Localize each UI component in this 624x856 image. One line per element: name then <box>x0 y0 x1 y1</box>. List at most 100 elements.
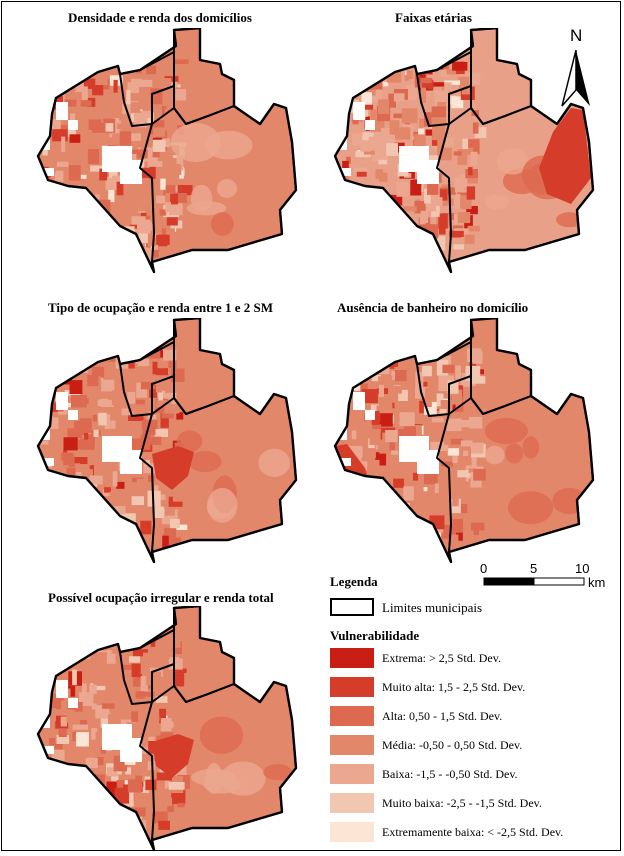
census-tract <box>358 421 372 432</box>
census-tract <box>140 144 145 152</box>
census-tract <box>51 785 64 794</box>
census-tract <box>45 783 50 790</box>
census-tract <box>143 157 158 162</box>
census-tract <box>118 430 131 435</box>
census-tract <box>382 515 387 522</box>
census-tract <box>69 134 81 143</box>
census-tract <box>434 483 439 494</box>
census-tract <box>160 412 169 428</box>
census-tract <box>461 450 469 456</box>
census-tract <box>114 787 130 804</box>
census-tract <box>63 437 78 451</box>
census-tract <box>99 186 106 202</box>
census-tract <box>425 387 437 402</box>
census-tract <box>95 731 102 745</box>
census-tract <box>346 156 351 164</box>
census-tract <box>83 533 100 543</box>
census-tract <box>350 489 365 495</box>
census-tract <box>374 483 388 494</box>
census-tract <box>376 400 393 410</box>
census-tract <box>88 119 101 130</box>
census-tract <box>152 139 166 152</box>
census-tract <box>119 354 126 360</box>
census-tract <box>156 234 170 245</box>
census-tract <box>358 221 363 230</box>
census-tract <box>391 450 399 455</box>
legend-swatch <box>330 648 374 668</box>
census-tract <box>375 452 387 466</box>
census-tract <box>153 682 167 693</box>
census-tract <box>468 167 473 176</box>
census-tract <box>68 165 81 181</box>
census-tract <box>451 96 464 109</box>
census-tract <box>360 512 368 521</box>
census-tract <box>439 189 448 201</box>
no-data-area <box>132 50 140 60</box>
census-tract <box>473 468 486 481</box>
map-title-1: Densidade e renda dos domicílios <box>68 10 252 25</box>
census-tract <box>61 226 74 239</box>
census-tract <box>46 389 54 396</box>
census-tract <box>433 197 443 206</box>
census-tract <box>414 134 426 150</box>
census-tract <box>38 648 53 660</box>
census-tract <box>71 395 87 408</box>
municipality-east <box>140 394 296 552</box>
no-data-area <box>120 160 142 184</box>
map-title-4: Ausência de banheiro no domicílio <box>337 300 529 315</box>
census-tract <box>458 76 470 90</box>
census-tract <box>424 473 438 485</box>
census-tract <box>163 227 175 242</box>
no-data-area <box>208 336 222 346</box>
census-tract <box>355 499 370 511</box>
census-tract <box>431 82 447 87</box>
census-tract <box>109 491 124 501</box>
census-tract <box>128 404 135 412</box>
census-tract <box>363 238 369 243</box>
census-tract <box>97 139 111 144</box>
census-tract <box>401 513 409 527</box>
census-tract <box>439 187 456 195</box>
census-tract <box>86 488 93 497</box>
census-tract <box>53 656 61 668</box>
census-tract <box>145 460 150 466</box>
no-data-area <box>353 102 365 120</box>
census-tract <box>68 800 82 812</box>
census-tract <box>258 448 291 477</box>
census-tract <box>378 219 384 225</box>
census-tract <box>177 397 190 411</box>
census-tract <box>355 151 371 158</box>
census-tract <box>87 137 100 149</box>
census-tract <box>336 495 349 510</box>
census-tract <box>440 461 453 467</box>
census-tract <box>71 521 82 526</box>
census-tract <box>173 722 185 736</box>
census-tract <box>159 797 173 806</box>
census-tract <box>43 216 52 231</box>
census-tract <box>164 76 179 82</box>
census-tract <box>453 244 464 250</box>
no-data-area <box>208 624 222 634</box>
census-tract <box>216 179 238 198</box>
census-tract <box>432 124 446 141</box>
census-tract <box>387 234 396 247</box>
census-tract <box>370 109 377 125</box>
census-tract <box>58 227 65 236</box>
census-tract <box>168 782 185 790</box>
no-data-area <box>56 102 68 120</box>
census-tract <box>39 777 53 788</box>
census-tract <box>342 160 349 173</box>
census-tract <box>420 417 426 433</box>
census-tract <box>152 811 168 817</box>
census-tract <box>64 735 77 743</box>
census-tract <box>106 457 119 472</box>
census-tract <box>43 182 58 196</box>
census-tract <box>60 231 72 240</box>
census-tract <box>386 509 397 518</box>
census-tract <box>60 716 67 727</box>
no-data-area <box>417 450 439 474</box>
census-tract <box>87 374 99 387</box>
census-tract <box>97 69 107 76</box>
census-tract <box>370 404 380 416</box>
census-tract <box>56 734 69 744</box>
